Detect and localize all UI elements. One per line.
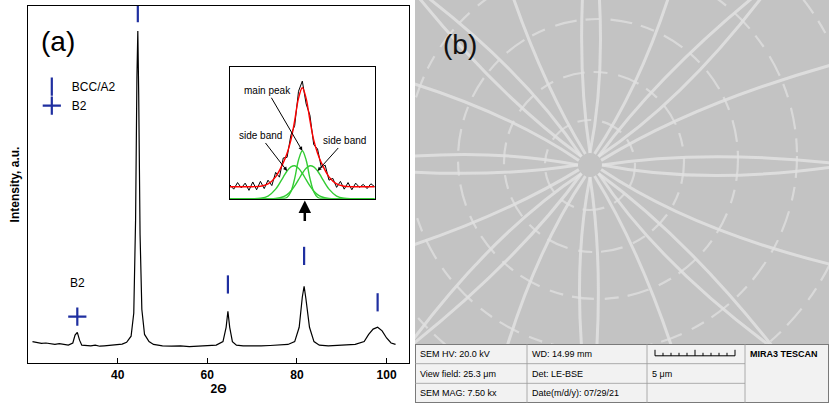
- svg-text:side band: side band: [323, 135, 366, 146]
- svg-text:80: 80: [290, 368, 304, 382]
- svg-text:100: 100: [377, 368, 397, 382]
- svg-text:MIRA3 TESCAN: MIRA3 TESCAN: [750, 349, 818, 359]
- svg-text:side band: side band: [239, 130, 282, 141]
- svg-text:5 μm: 5 μm: [652, 369, 672, 379]
- svg-text:View field: 25.3 μm: View field: 25.3 μm: [420, 369, 496, 379]
- svg-text:Date(m/d/y): 07/29/21: Date(m/d/y): 07/29/21: [532, 388, 619, 398]
- svg-text:(b): (b): [443, 29, 477, 60]
- svg-text:SEM HV: 20.0 kV: SEM HV: 20.0 kV: [420, 349, 490, 359]
- svg-text:WD: 14.99 mm: WD: 14.99 mm: [532, 349, 592, 359]
- svg-text:Det: LE-BSE: Det: LE-BSE: [532, 369, 583, 379]
- svg-text:40: 40: [111, 368, 125, 382]
- svg-text:main peak: main peak: [244, 85, 291, 96]
- svg-text:SEM MAG: 7.50 kx: SEM MAG: 7.50 kx: [420, 388, 497, 398]
- svg-text:(a): (a): [41, 26, 75, 57]
- svg-text:Intensity, a.u.: Intensity, a.u.: [8, 147, 22, 223]
- svg-text:BCC/A2: BCC/A2: [72, 80, 116, 94]
- svg-text:B2: B2: [70, 276, 85, 290]
- svg-text:60: 60: [201, 368, 215, 382]
- svg-text:B2: B2: [72, 99, 87, 113]
- svg-text:2Θ: 2Θ: [210, 382, 226, 396]
